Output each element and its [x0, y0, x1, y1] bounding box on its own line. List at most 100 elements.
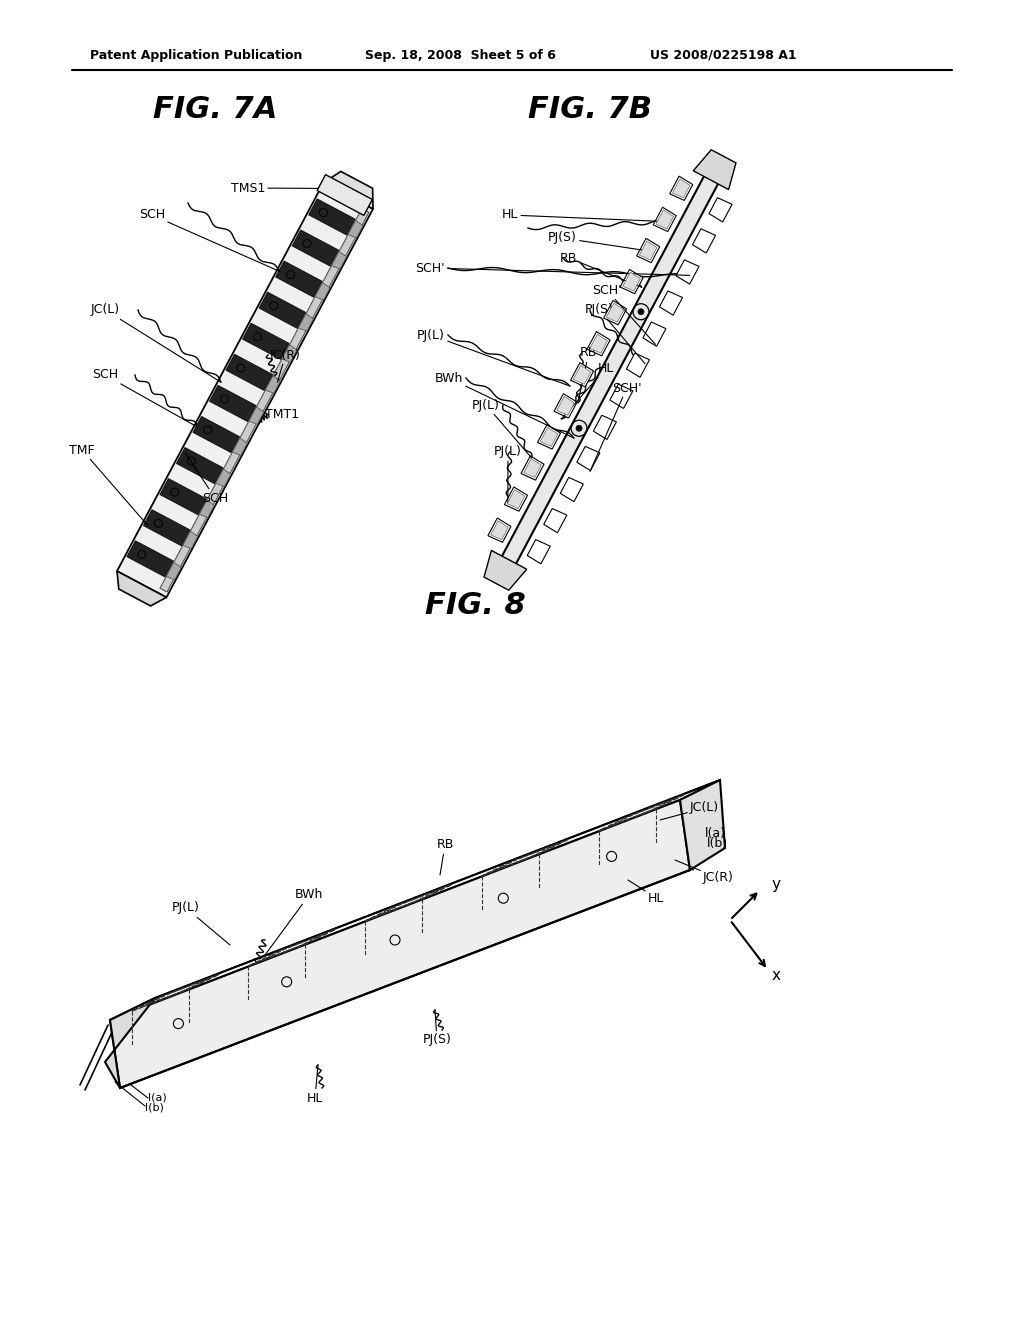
- Polygon shape: [643, 322, 666, 346]
- Text: l(a): l(a): [148, 1093, 167, 1104]
- Text: PJ(L): PJ(L): [172, 902, 230, 945]
- Polygon shape: [610, 384, 633, 408]
- Polygon shape: [603, 301, 627, 325]
- Polygon shape: [577, 446, 600, 471]
- Polygon shape: [275, 261, 323, 297]
- Polygon shape: [505, 487, 527, 511]
- Polygon shape: [308, 199, 355, 235]
- Polygon shape: [200, 500, 214, 517]
- Polygon shape: [639, 242, 657, 260]
- Polygon shape: [541, 428, 558, 446]
- Polygon shape: [166, 562, 181, 579]
- Polygon shape: [143, 510, 189, 545]
- Polygon shape: [210, 385, 256, 421]
- Circle shape: [577, 425, 582, 432]
- Text: TMF: TMF: [70, 444, 147, 525]
- Polygon shape: [298, 314, 313, 331]
- Text: JC(L): JC(L): [91, 304, 221, 383]
- Polygon shape: [627, 352, 649, 378]
- Text: Patent Application Publication: Patent Application Publication: [90, 49, 302, 62]
- Polygon shape: [587, 331, 610, 356]
- Polygon shape: [507, 490, 524, 508]
- Polygon shape: [593, 416, 616, 440]
- Polygon shape: [621, 269, 643, 293]
- Polygon shape: [249, 407, 264, 425]
- Polygon shape: [324, 172, 373, 209]
- Text: HL: HL: [307, 1065, 324, 1105]
- Text: PJ(L): PJ(L): [494, 446, 522, 503]
- Text: TMS1: TMS1: [230, 181, 324, 194]
- Polygon shape: [160, 479, 207, 515]
- Polygon shape: [176, 447, 223, 483]
- Polygon shape: [127, 541, 173, 577]
- Polygon shape: [317, 174, 373, 215]
- Text: RB: RB: [578, 346, 597, 403]
- Polygon shape: [606, 304, 624, 322]
- Text: SCH': SCH': [592, 284, 655, 345]
- Text: PJ(L): PJ(L): [472, 399, 531, 458]
- Polygon shape: [659, 290, 683, 315]
- Text: FIG. 8: FIG. 8: [425, 590, 525, 619]
- Polygon shape: [110, 800, 690, 1088]
- Polygon shape: [105, 998, 155, 1088]
- Polygon shape: [226, 354, 272, 391]
- Text: TMT1: TMT1: [259, 408, 299, 422]
- Polygon shape: [623, 272, 640, 290]
- Text: HL: HL: [628, 880, 665, 904]
- Polygon shape: [194, 417, 240, 453]
- Polygon shape: [676, 260, 699, 284]
- Text: SCH: SCH: [92, 368, 197, 426]
- Polygon shape: [527, 540, 550, 564]
- Polygon shape: [637, 239, 659, 263]
- Text: FIG. 7A: FIG. 7A: [153, 95, 278, 124]
- Text: HL: HL: [502, 209, 669, 222]
- Polygon shape: [557, 396, 574, 416]
- Text: SCH': SCH': [590, 381, 642, 471]
- Polygon shape: [670, 176, 693, 201]
- Text: HL: HL: [561, 362, 614, 418]
- Polygon shape: [117, 572, 167, 606]
- Polygon shape: [216, 469, 230, 487]
- Text: SCH': SCH': [416, 261, 690, 276]
- Text: JC(L): JC(L): [660, 801, 719, 820]
- Text: y: y: [772, 878, 781, 892]
- Text: SCH: SCH: [139, 209, 280, 272]
- Polygon shape: [292, 230, 339, 267]
- Text: x: x: [772, 968, 781, 982]
- Polygon shape: [523, 458, 542, 478]
- Text: JC(R): JC(R): [270, 348, 301, 383]
- Polygon shape: [709, 198, 732, 222]
- Polygon shape: [653, 207, 676, 231]
- Polygon shape: [680, 780, 725, 870]
- Polygon shape: [282, 345, 297, 362]
- Polygon shape: [560, 478, 584, 502]
- Text: PJ(S): PJ(S): [585, 304, 645, 364]
- Polygon shape: [348, 220, 364, 238]
- Text: RB: RB: [560, 252, 642, 288]
- Text: Sep. 18, 2008  Sheet 5 of 6: Sep. 18, 2008 Sheet 5 of 6: [365, 49, 556, 62]
- Text: FIG. 7B: FIG. 7B: [528, 95, 652, 124]
- Polygon shape: [590, 334, 607, 354]
- Polygon shape: [232, 438, 248, 455]
- Text: BWh: BWh: [265, 888, 324, 954]
- Polygon shape: [332, 252, 346, 269]
- Text: l(b): l(b): [145, 1104, 164, 1113]
- Text: PJ(S): PJ(S): [548, 231, 642, 249]
- Polygon shape: [673, 178, 690, 198]
- Text: PJ(S): PJ(S): [423, 1010, 452, 1047]
- Polygon shape: [573, 366, 591, 384]
- Polygon shape: [243, 323, 289, 359]
- Text: BWh: BWh: [434, 371, 573, 438]
- Text: US 2008/0225198 A1: US 2008/0225198 A1: [650, 49, 797, 62]
- Polygon shape: [656, 210, 674, 228]
- Polygon shape: [259, 292, 305, 329]
- Polygon shape: [315, 282, 330, 300]
- Polygon shape: [265, 376, 281, 393]
- Text: l(a): l(a): [705, 826, 726, 840]
- Polygon shape: [538, 425, 560, 449]
- Polygon shape: [110, 780, 720, 1020]
- Text: JC(R): JC(R): [675, 861, 734, 884]
- Polygon shape: [521, 455, 544, 480]
- Polygon shape: [117, 182, 373, 598]
- Polygon shape: [570, 363, 594, 387]
